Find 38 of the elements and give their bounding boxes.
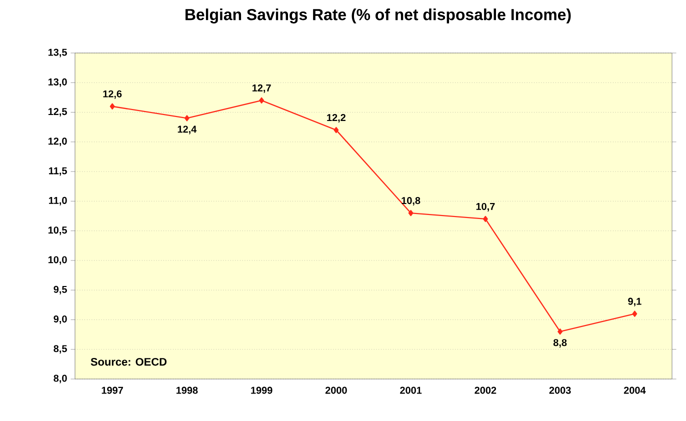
data-label: 12,7 <box>252 84 271 93</box>
data-label: 12,2 <box>327 114 346 123</box>
point <box>110 103 115 110</box>
y-tick-label: 11,5 <box>49 167 67 176</box>
data-label: 9,1 <box>628 298 642 306</box>
annotation: Source: OECD <box>90 358 167 366</box>
data-label: 12,4 <box>178 126 197 134</box>
x-tick-label: 1999 <box>251 386 272 394</box>
x-tick-label: 2002 <box>474 386 496 394</box>
point <box>632 310 638 317</box>
point <box>184 115 190 122</box>
point <box>408 210 414 216</box>
data-label: 8,8 <box>553 339 567 348</box>
y-tick-label: 8,5 <box>54 345 67 354</box>
x-tick-label: 2003 <box>549 386 571 394</box>
data-label: 12,6 <box>103 90 122 99</box>
y-tick-label: 8,0 <box>54 374 67 384</box>
chart-title: Belgian Savings Rate (% of net disposable Income) <box>186 8 571 24</box>
y-tick-label: 10,5 <box>48 226 67 236</box>
data-label: 10,7 <box>476 202 495 212</box>
y-tick-label: 12,5 <box>48 108 67 117</box>
y-tick-label: 13,5 <box>48 48 67 58</box>
y-tick-label: 10,0 <box>48 256 67 265</box>
y-tick-label: 13,0 <box>48 78 67 87</box>
x-tick-label: 1998 <box>176 386 198 394</box>
x-tick-label: 1997 <box>102 386 123 394</box>
y-tick-label: 9,0 <box>54 315 67 324</box>
x-tick-label: 2000 <box>325 386 347 394</box>
y-tick-label: 11,0 <box>49 196 67 206</box>
point <box>259 97 264 104</box>
data-label: 10,8 <box>402 197 420 206</box>
y-tick-label: 9,5 <box>54 286 67 294</box>
x-tick-label: 2004 <box>624 386 646 394</box>
point <box>558 328 563 335</box>
y-tick-label: 12,0 <box>48 138 67 146</box>
point <box>334 126 339 134</box>
x-tick-label: 2001 <box>400 386 422 394</box>
point <box>482 216 488 222</box>
